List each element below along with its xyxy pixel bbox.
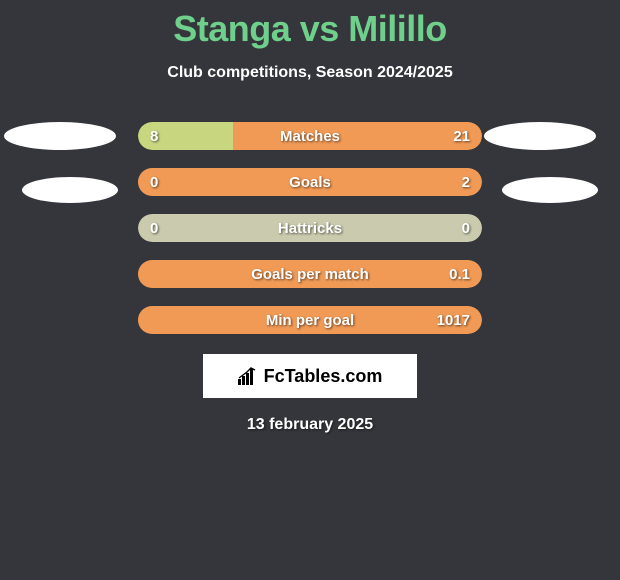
right-value: 0.1: [437, 260, 482, 288]
site-logo: FcTables.com: [238, 366, 383, 387]
right-segment: [138, 168, 482, 196]
chart-stage: 821Matches02Goals00Hattricks0.1Goals per…: [0, 122, 620, 334]
stat-row: 02Goals: [138, 168, 482, 196]
decorative-ellipse: [22, 177, 118, 203]
stat-row: 821Matches: [138, 122, 482, 150]
right-value: 1017: [425, 306, 482, 334]
decorative-ellipse: [4, 122, 116, 150]
left-value: 0: [138, 214, 170, 242]
decorative-ellipse: [484, 122, 596, 150]
logo-box: FcTables.com: [203, 354, 417, 398]
right-value: 21: [441, 122, 482, 150]
page-title: Stanga vs Milillo: [0, 0, 620, 50]
left-value: [138, 260, 162, 288]
subtitle: Club competitions, Season 2024/2025: [0, 64, 620, 82]
right-segment: [138, 260, 482, 288]
date-label: 13 february 2025: [0, 416, 620, 434]
stat-row: 0.1Goals per match: [138, 260, 482, 288]
stat-row: 00Hattricks: [138, 214, 482, 242]
right-value: 2: [450, 168, 482, 196]
logo-text: FcTables.com: [264, 366, 383, 387]
left-value: 8: [138, 122, 170, 150]
left-value: [138, 306, 162, 334]
left-value: 0: [138, 168, 170, 196]
right-value: 0: [450, 214, 482, 242]
stat-rows: 821Matches02Goals00Hattricks0.1Goals per…: [138, 122, 482, 334]
bars-icon: [238, 367, 260, 385]
stat-row: 1017Min per goal: [138, 306, 482, 334]
decorative-ellipse: [502, 177, 598, 203]
